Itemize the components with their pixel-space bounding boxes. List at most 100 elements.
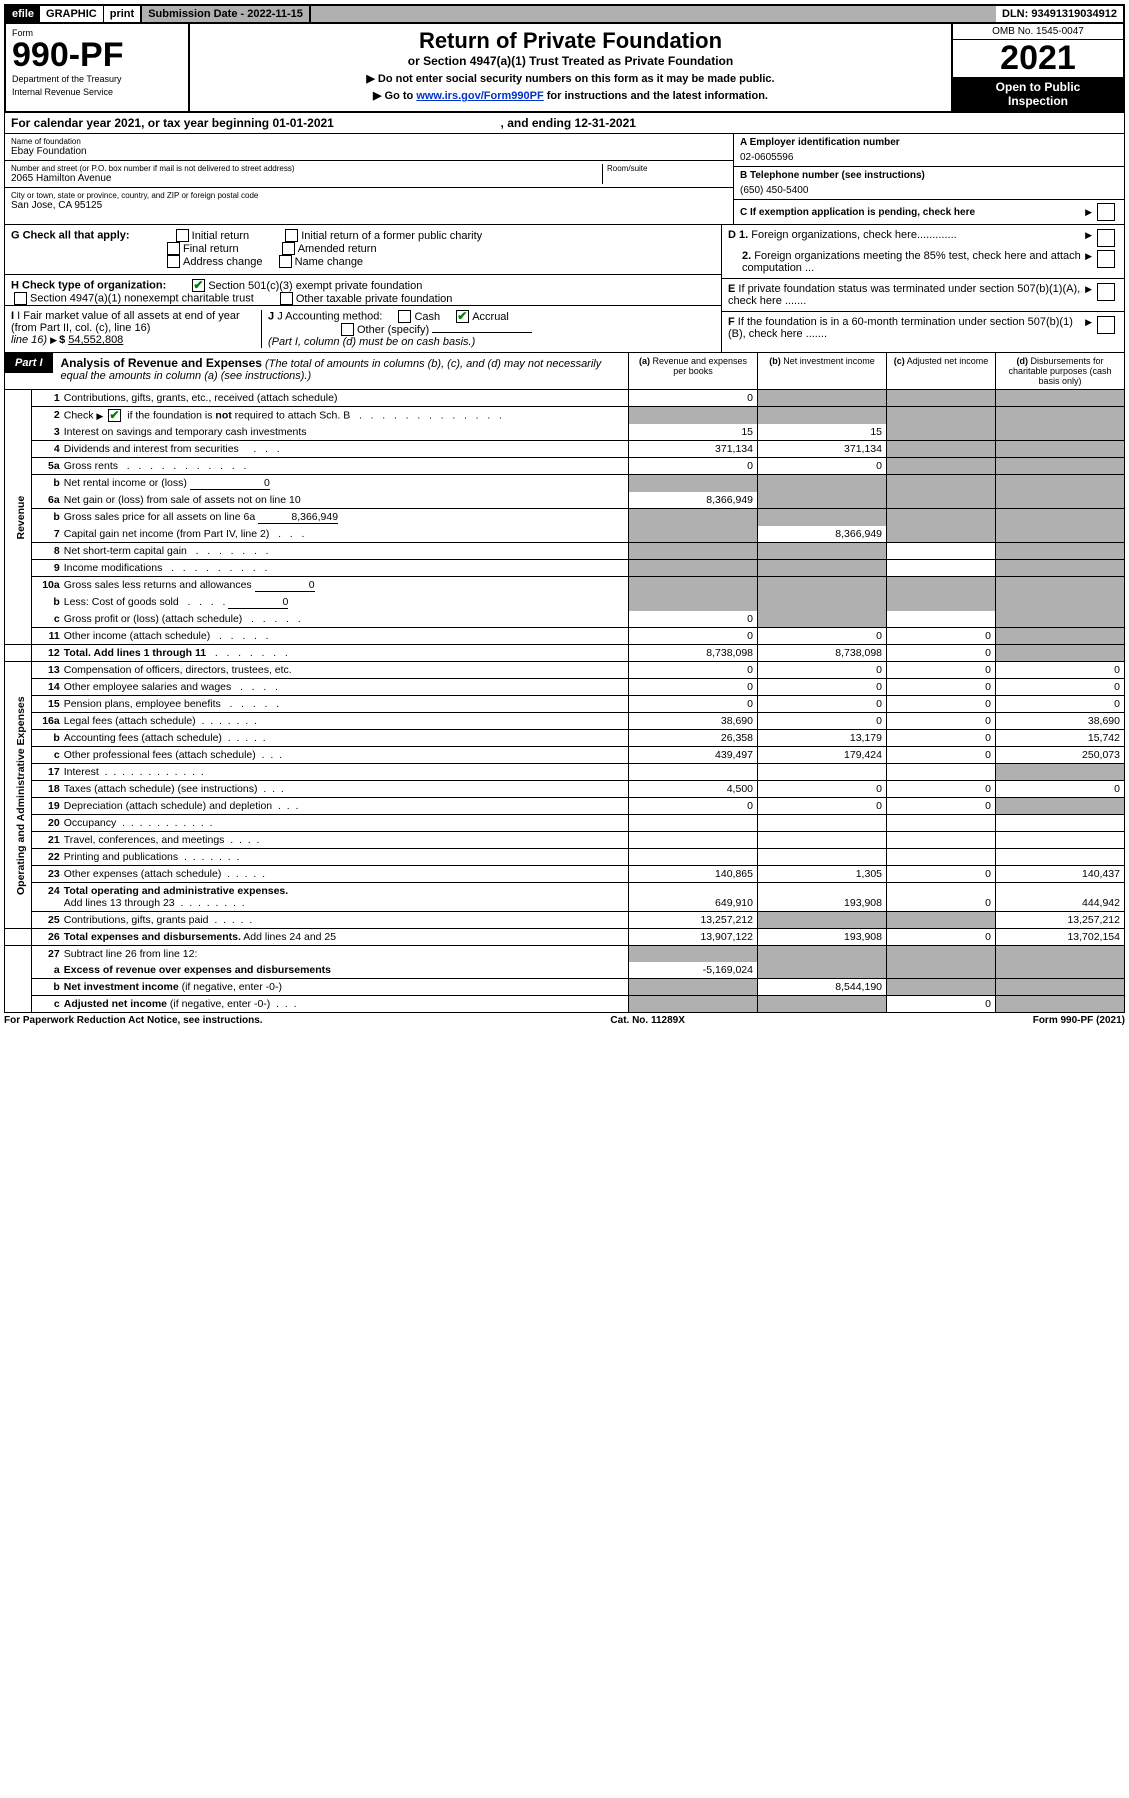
ein-value: 02-0605596 xyxy=(740,152,1118,163)
row-16c: cOther professional fees (attach schedul… xyxy=(5,747,1125,764)
address-cell: Number and street (or P.O. box number if… xyxy=(5,161,733,188)
top-bar: efile GRAPHIC print Submission Date - 20… xyxy=(4,4,1125,24)
row-12: 12Total. Add lines 1 through 11 . . . . … xyxy=(5,645,1125,662)
row-7: 7Capital gain net income (from Part IV, … xyxy=(5,526,1125,543)
cash-checkbox[interactable] xyxy=(398,310,411,323)
g-row: G Check all that apply: Initial return I… xyxy=(11,229,715,268)
h-row: H Check type of organization: Section 50… xyxy=(5,274,721,305)
foundation-info: Name of foundation Ebay Foundation Numbe… xyxy=(4,134,1125,225)
row-2: 2 Check if the foundation is not require… xyxy=(5,407,1125,425)
row-24: 24Total operating and administrative exp… xyxy=(5,883,1125,912)
4947-checkbox[interactable] xyxy=(14,292,27,305)
address-change-checkbox[interactable] xyxy=(167,255,180,268)
other-method-checkbox[interactable] xyxy=(341,323,354,336)
form-ref: Form 990-PF (2021) xyxy=(1033,1015,1125,1026)
row-3: 3Interest on savings and temporary cash … xyxy=(5,424,1125,441)
paperwork-notice: For Paperwork Reduction Act Notice, see … xyxy=(4,1015,263,1026)
part1-title: Analysis of Revenue and Expenses (The to… xyxy=(53,353,628,385)
tax-year: 2021 xyxy=(953,40,1123,77)
note-link: ▶ Go to www.irs.gov/Form990PF for instru… xyxy=(196,89,945,102)
header-right: OMB No. 1545-0047 2021 Open to PublicIns… xyxy=(951,24,1123,111)
row-10c: cGross profit or (loss) (attach schedule… xyxy=(5,611,1125,628)
row-21: 21Travel, conferences, and meetings . . … xyxy=(5,832,1125,849)
topbar-spacer xyxy=(311,6,996,22)
f-checkbox[interactable] xyxy=(1097,316,1115,334)
dln: DLN: 93491319034912 xyxy=(996,6,1123,22)
row-17: 17Interest . . . . . . . . . . . . xyxy=(5,764,1125,781)
submission-date: Submission Date - 2022-11-15 xyxy=(140,6,311,22)
inspection-label: Open to PublicInspection xyxy=(953,77,1123,111)
amended-checkbox[interactable] xyxy=(282,242,295,255)
phone-value: (650) 450-5400 xyxy=(740,185,1118,196)
room-label: Room/suite xyxy=(607,164,727,173)
i-j-row: I I Fair market value of all assets at e… xyxy=(5,305,721,348)
name-cell: Name of foundation Ebay Foundation xyxy=(5,134,733,161)
part1-tag: Part I xyxy=(5,353,53,373)
row-1: Revenue 1 Contributions, gifts, grants, … xyxy=(5,390,1125,407)
d1-checkbox[interactable] xyxy=(1097,229,1115,247)
form-title: Return of Private Foundation xyxy=(196,28,945,54)
phone-cell: B Telephone number (see instructions) (6… xyxy=(734,167,1124,200)
check-right: D 1. Foreign organizations, check here..… xyxy=(721,225,1124,352)
initial-return-checkbox[interactable] xyxy=(176,229,189,242)
row-22: 22Printing and publications . . . . . . … xyxy=(5,849,1125,866)
row-18: 18Taxes (attach schedule) (see instructi… xyxy=(5,781,1125,798)
col-c: (c) Adjusted net income xyxy=(887,353,996,389)
form-subtitle: or Section 4947(a)(1) Trust Treated as P… xyxy=(196,54,945,68)
schb-checkbox[interactable] xyxy=(108,409,121,422)
row-11: 11Other income (attach schedule) . . . .… xyxy=(5,628,1125,645)
other-taxable-checkbox[interactable] xyxy=(280,292,293,305)
row-6b: bGross sales price for all assets on lin… xyxy=(5,509,1125,527)
ein-cell: A Employer identification number 02-0605… xyxy=(734,134,1124,167)
revenue-side-label: Revenue xyxy=(5,390,32,645)
row-10a: 10aGross sales less returns and allowanc… xyxy=(5,577,1125,595)
row-26: 26Total expenses and disbursements. Add … xyxy=(5,929,1125,946)
row-20: 20Occupancy . . . . . . . . . . . xyxy=(5,815,1125,832)
irs-label: Internal Revenue Service xyxy=(12,87,182,98)
form-number: 990-PF xyxy=(12,38,182,72)
row-16a: 16aLegal fees (attach schedule) . . . . … xyxy=(5,713,1125,730)
row-6a: 6aNet gain or (loss) from sale of assets… xyxy=(5,492,1125,509)
row-27: 27Subtract line 26 from line 12: xyxy=(5,946,1125,963)
form-header: Form 990-PF Department of the Treasury I… xyxy=(4,24,1125,113)
street-address: 2065 Hamilton Avenue xyxy=(11,173,602,184)
c-checkbox[interactable] xyxy=(1097,203,1115,221)
d2-checkbox[interactable] xyxy=(1097,250,1115,268)
col-d: (d) Disbursements for charitable purpose… xyxy=(996,353,1124,389)
column-headers: (a) Revenue and expenses per books (b) N… xyxy=(628,353,1124,389)
info-right: A Employer identification number 02-0605… xyxy=(733,134,1124,224)
initial-former-checkbox[interactable] xyxy=(285,229,298,242)
header-center: Return of Private Foundation or Section … xyxy=(190,24,951,111)
foundation-name: Ebay Foundation xyxy=(11,146,727,157)
dept-treasury: Department of the Treasury xyxy=(12,74,182,85)
city-cell: City or town, state or province, country… xyxy=(5,188,733,214)
efile-label: efile xyxy=(6,6,40,22)
accrual-checkbox[interactable] xyxy=(456,310,469,323)
col-b: (b) Net investment income xyxy=(758,353,887,389)
row-10b: bLess: Cost of goods sold . . . . 0 xyxy=(5,594,1125,611)
analysis-table: Revenue 1 Contributions, gifts, grants, … xyxy=(4,390,1125,1013)
note-ssn: ▶ Do not enter social security numbers o… xyxy=(196,72,945,85)
omb-number: OMB No. 1545-0047 xyxy=(953,24,1123,40)
city-state-zip: San Jose, CA 95125 xyxy=(11,200,727,211)
print-button[interactable]: print xyxy=(103,6,140,22)
d1-row: D 1. Foreign organizations, check here..… xyxy=(728,229,1118,247)
row-5b: bNet rental income or (loss) 0 xyxy=(5,475,1125,493)
e-checkbox[interactable] xyxy=(1097,283,1115,301)
calendar-year-row: For calendar year 2021, or tax year begi… xyxy=(4,113,1125,134)
row-23: 23Other expenses (attach schedule) . . .… xyxy=(5,866,1125,883)
row-27a: aExcess of revenue over expenses and dis… xyxy=(5,962,1125,979)
c-cell: C If exemption application is pending, c… xyxy=(734,200,1124,224)
f-row: F If the foundation is in a 60-month ter… xyxy=(722,311,1124,344)
name-change-checkbox[interactable] xyxy=(279,255,292,268)
501c3-checkbox[interactable] xyxy=(192,279,205,292)
info-left: Name of foundation Ebay Foundation Numbe… xyxy=(5,134,733,224)
row-16b: bAccounting fees (attach schedule) . . .… xyxy=(5,730,1125,747)
col-a: (a) Revenue and expenses per books xyxy=(629,353,758,389)
check-section: G Check all that apply: Initial return I… xyxy=(4,225,1125,353)
e-row: E If private foundation status was termi… xyxy=(722,278,1124,311)
irs-link[interactable]: www.irs.gov/Form990PF xyxy=(416,90,543,102)
fmv-value: 54,552,808 xyxy=(68,334,123,346)
cat-number: Cat. No. 11289X xyxy=(610,1015,684,1026)
final-return-checkbox[interactable] xyxy=(167,242,180,255)
